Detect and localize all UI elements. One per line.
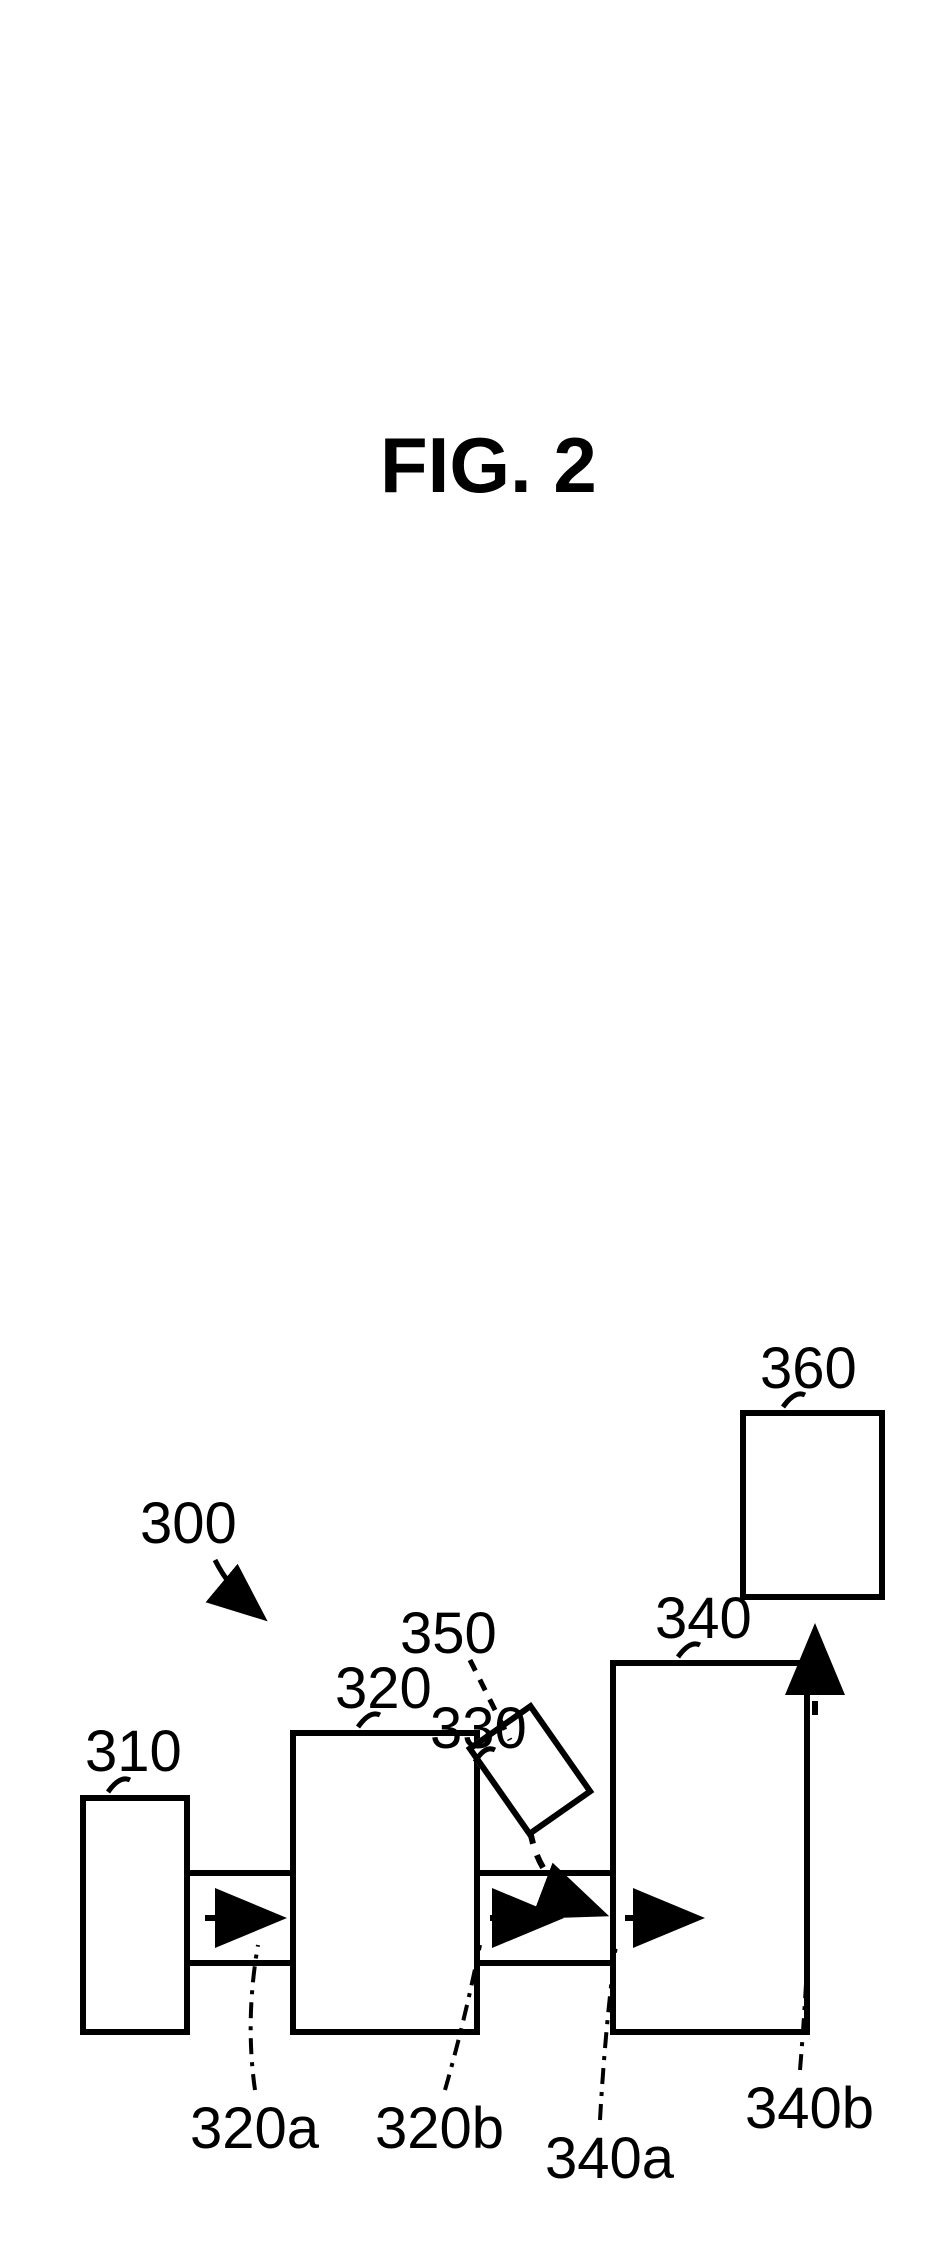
label-360: 360 (760, 1335, 857, 1402)
figure-canvas: FIG. 2 300 310 320 340 360 350 330 320a … (0, 0, 934, 2243)
connector-1-bot (190, 1960, 290, 1966)
box-310 (80, 1795, 190, 2035)
box-320 (290, 1730, 480, 2035)
box-340 (610, 1660, 810, 2035)
label-350: 350 (400, 1600, 497, 1667)
system-label: 300 (140, 1490, 237, 1557)
label-340b: 340b (745, 2075, 874, 2142)
connector-1-top (190, 1870, 290, 1876)
connector-2-top (480, 1870, 610, 1876)
label-310: 310 (85, 1718, 182, 1785)
label-320b: 320b (375, 2095, 504, 2162)
label-320a: 320a (190, 2095, 319, 2162)
figure-title: FIG. 2 (380, 420, 597, 511)
box-360 (740, 1410, 885, 1600)
connector-2-bot (480, 1960, 610, 1966)
label-330: 330 (430, 1695, 527, 1762)
label-340a: 340a (545, 2125, 674, 2192)
label-340: 340 (655, 1585, 752, 1652)
